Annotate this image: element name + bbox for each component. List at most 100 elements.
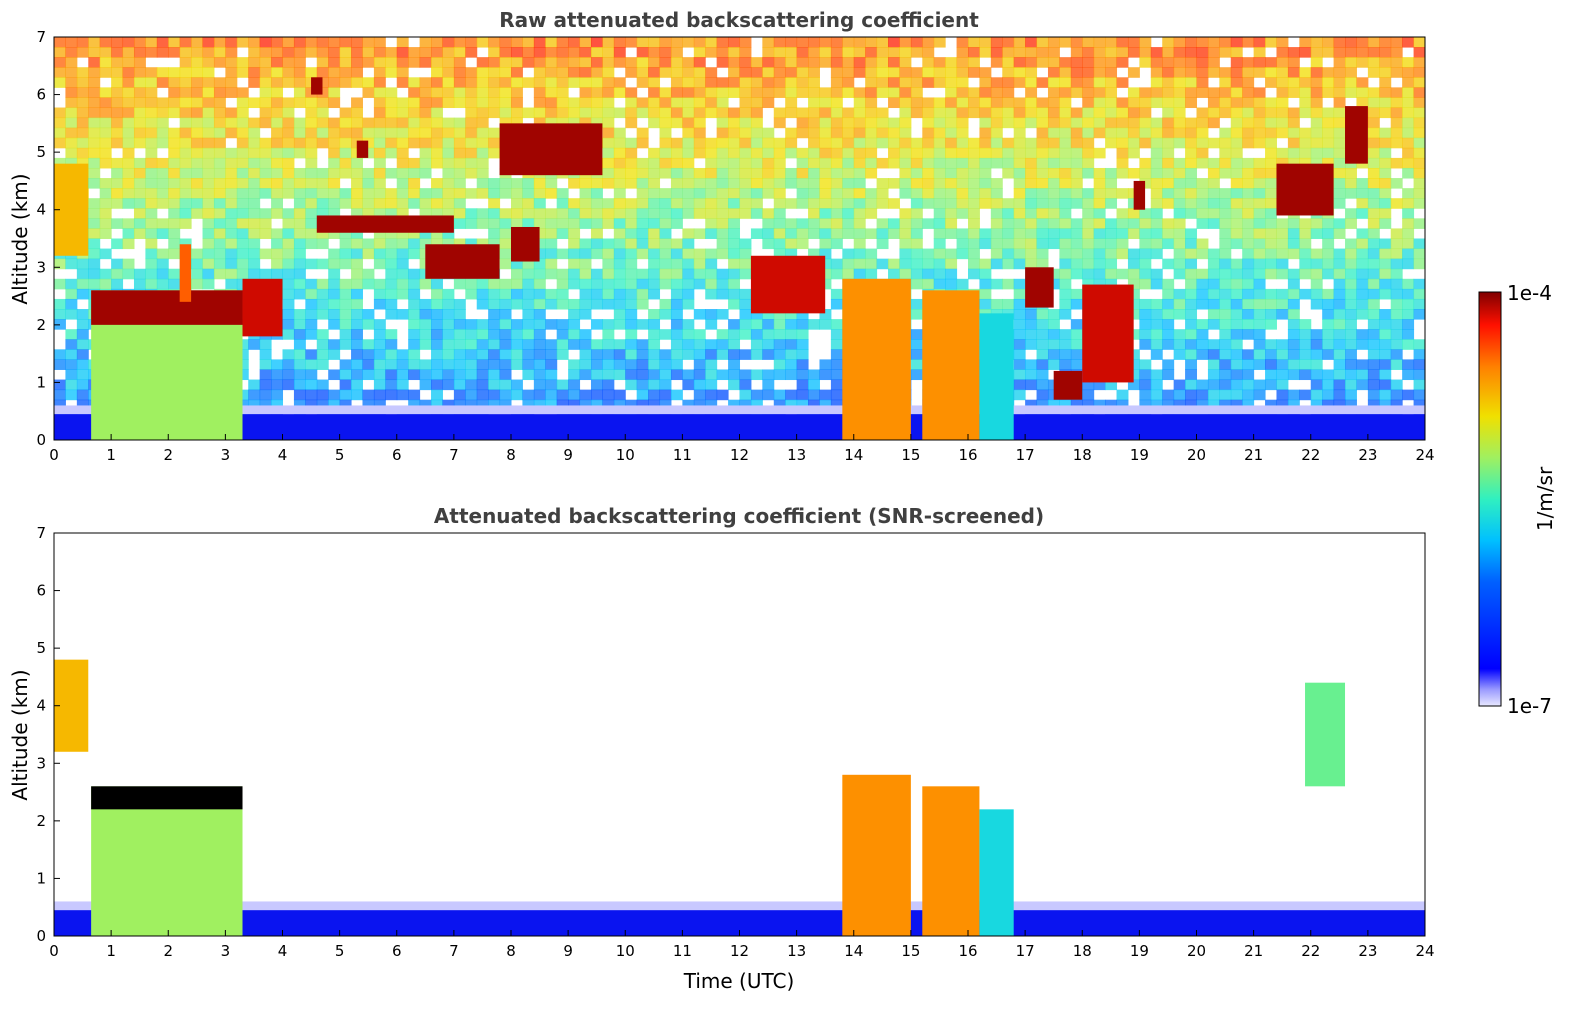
noise-cell <box>659 198 672 209</box>
noise-cell <box>739 37 752 48</box>
noise-cell <box>636 319 649 330</box>
noise-cell <box>613 268 626 280</box>
noise-cell <box>362 208 375 219</box>
noise-cell <box>1025 137 1038 149</box>
noise-cell <box>88 208 101 219</box>
noise-cell <box>1230 77 1243 88</box>
noise-cell <box>1093 107 1106 119</box>
noise-cell <box>385 47 398 58</box>
noise-cell <box>545 57 558 68</box>
noise-cell <box>522 278 535 290</box>
noise-cell <box>99 147 112 159</box>
noise-cell <box>179 127 192 139</box>
panel-screened-x-tick-label: 19 <box>1130 942 1149 960</box>
noise-cell <box>259 248 272 260</box>
noise-cell <box>1333 57 1346 68</box>
noise-cell <box>351 188 363 199</box>
noise-cell <box>636 157 649 169</box>
noise-cell <box>1367 369 1380 381</box>
noise-cell <box>922 157 935 169</box>
noise-cell <box>1356 97 1369 109</box>
noise-cell <box>99 268 112 280</box>
noise-cell <box>808 37 820 48</box>
noise-cell <box>888 157 900 169</box>
noise-cell <box>1345 298 1357 310</box>
noise-cell <box>282 188 295 199</box>
noise-cell <box>1390 47 1403 58</box>
noise-cell <box>636 97 649 109</box>
noise-cell <box>1310 349 1323 360</box>
noise-cell <box>910 278 923 290</box>
noise-cell <box>293 349 306 360</box>
noise-cell <box>705 157 718 169</box>
noise-cell <box>1287 47 1300 58</box>
noise-cell <box>899 67 912 78</box>
noise-cell <box>1413 218 1426 229</box>
noise-cell <box>762 349 775 360</box>
noise-cell <box>636 379 649 391</box>
noise-cell <box>1219 278 1232 290</box>
noise-cell <box>1207 389 1220 401</box>
noise-cell <box>1390 157 1403 169</box>
noise-cell <box>876 228 889 239</box>
noise-cell <box>522 329 535 340</box>
noise-cell <box>865 188 878 199</box>
noise-cell <box>785 228 798 239</box>
noise-cell <box>1367 379 1380 391</box>
noise-cell <box>293 389 306 401</box>
noise-cell <box>1265 37 1277 48</box>
noise-cell <box>202 137 215 149</box>
noise-cell <box>453 339 466 350</box>
noise-cell <box>739 77 752 88</box>
noise-cell <box>750 117 763 129</box>
noise-cell <box>888 37 900 48</box>
noise-cell <box>213 198 226 209</box>
noise-cell <box>373 67 386 78</box>
noise-cell <box>248 188 261 199</box>
noise-cell <box>1333 157 1346 169</box>
noise-cell <box>1036 359 1049 370</box>
noise-cell <box>202 127 215 139</box>
noise-cell <box>225 218 238 229</box>
noise-cell <box>728 278 741 290</box>
noise-cell <box>670 349 683 360</box>
noise-cell <box>1242 137 1255 149</box>
noise-cell <box>465 379 478 391</box>
noise-cell <box>705 37 718 48</box>
noise-cell <box>1333 127 1346 139</box>
noise-cell <box>556 218 569 229</box>
noise-cell <box>545 77 558 88</box>
noise-cell <box>1025 167 1038 179</box>
noise-cell <box>1127 288 1140 300</box>
noise-cell <box>773 137 786 149</box>
noise-cell <box>533 37 546 48</box>
noise-cell <box>293 319 306 330</box>
noise-cell <box>339 319 352 330</box>
noise-cell <box>590 198 603 209</box>
noise-cell <box>1150 87 1163 98</box>
noise-cell <box>762 137 775 149</box>
noise-cell <box>590 57 603 68</box>
noise-cell <box>602 248 615 260</box>
noise-cell <box>385 369 398 381</box>
noise-cell <box>271 228 284 239</box>
noise-cell <box>88 218 101 229</box>
noise-cell <box>579 198 592 209</box>
noise-cell <box>842 178 855 189</box>
noise-cell <box>1265 107 1277 119</box>
noise-cell <box>213 77 226 88</box>
noise-cell <box>922 77 935 88</box>
noise-cell <box>533 319 546 330</box>
noise-cell <box>122 147 135 159</box>
noise-cell <box>1162 67 1175 78</box>
noise-cell <box>488 147 501 159</box>
noise-cell <box>1150 399 1163 411</box>
noise-cell <box>808 178 820 189</box>
noise-cell <box>1379 319 1392 330</box>
noise-cell <box>453 147 466 159</box>
noise-cell <box>899 157 912 169</box>
noise-cell <box>1207 47 1220 58</box>
noise-cell <box>533 298 546 310</box>
noise-cell <box>248 77 261 88</box>
noise-cell <box>362 359 375 370</box>
